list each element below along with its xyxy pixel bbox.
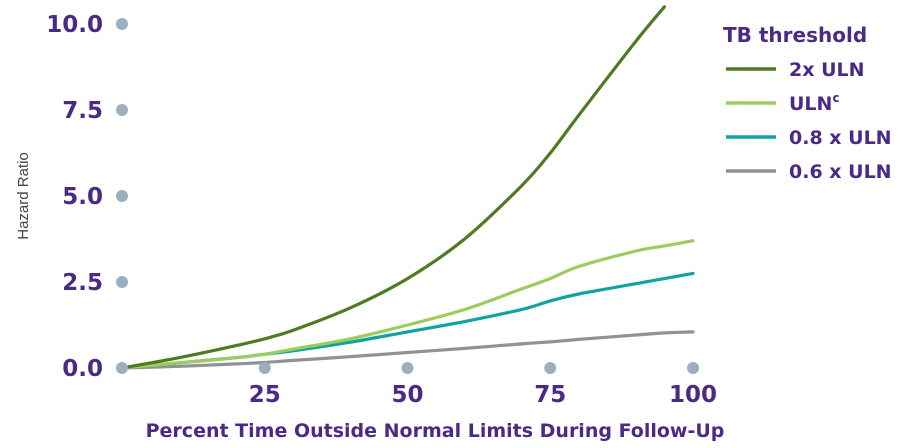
y-axis-label: Hazard Ratio [15,152,32,240]
x-tick-marker [544,362,557,374]
y-tick-marker [116,276,128,288]
y-tick-marker [116,18,128,30]
y-tick-label: 5.0 [62,184,103,210]
plot-area [120,5,695,370]
legend-label: 0.6 x ULN [789,161,892,183]
y-tick-label: 0.0 [62,356,103,382]
y-tick-label: 10.0 [46,12,103,38]
x-tick-marker [258,362,271,374]
y-tick-label: 2.5 [62,270,103,296]
y-tick-marker [116,190,128,202]
y-tick-label: 7.5 [62,98,103,124]
legend-label: ULNc [789,91,840,115]
legend-label: 2x ULN [789,59,865,81]
series-line-4 [120,330,695,370]
x-axis-label: Percent Time Outside Normal Limits Durin… [146,420,725,442]
x-axis: 25 50 75 100 [249,362,717,408]
x-tick-label: 75 [534,382,566,408]
x-tick-marker [687,362,699,374]
legend-label: 0.8 x ULN [789,127,892,149]
series-line-1 [120,5,666,370]
legend: TB threshold 2x ULN ULNc 0.8 x ULN 0.6 x UL… [723,23,892,183]
x-tick-marker [401,362,414,374]
x-tick-label: 25 [249,382,281,408]
series-line-2 [120,239,695,370]
y-axis: 0.0 2.5 5.0 7.5 10.0 [46,12,128,382]
x-tick-label: 50 [391,382,423,408]
x-tick-label: 100 [669,382,717,408]
y-tick-marker [116,104,128,116]
y-tick-marker [116,362,128,374]
legend-title: TB threshold [723,23,867,47]
